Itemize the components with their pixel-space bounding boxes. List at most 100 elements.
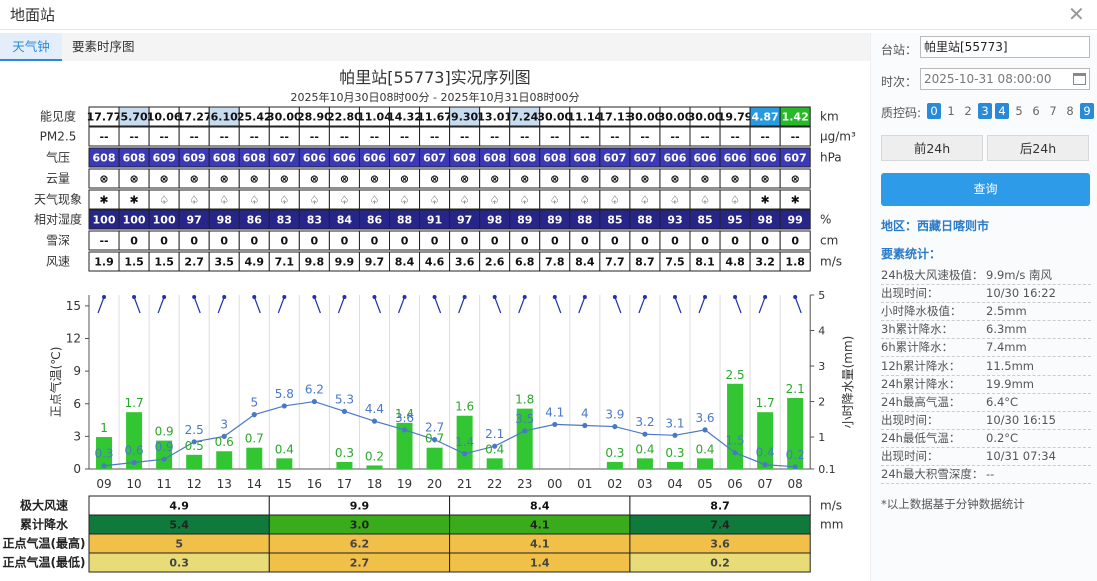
- row-wind: 1.9 1.5 1.5 2.7 3.5 4.9 7.1 9.8 9.9 9.7 8.4 4.6 3.6 2…: [88, 251, 811, 272]
- cell-value-snow: 0: [701, 235, 709, 248]
- precip-label: 0.4: [485, 442, 504, 456]
- chart-subtitle: 2025年10月30日08时00分 - 2025年10月31日08时00分: [290, 91, 580, 104]
- tab-element-series[interactable]: 要素时序图: [72, 39, 135, 54]
- cell-value-wx: ♤: [400, 194, 410, 207]
- tab-weather-clock[interactable]: 天气钟: [0, 33, 62, 61]
- x-tick-label: 18: [367, 477, 382, 491]
- cell-value-wx: ♤: [550, 194, 560, 207]
- cell-value-wx: ♤: [219, 194, 229, 207]
- stat-value: 10/30 16:15: [986, 412, 1056, 427]
- y2-tick-label: 5: [818, 289, 825, 302]
- qc-code-6[interactable]: 6: [1032, 104, 1040, 118]
- station-input[interactable]: 帕里站[55773]: [920, 36, 1090, 58]
- precip-label: 1.7: [756, 396, 775, 410]
- cell-value-vis: 11.14: [567, 111, 602, 124]
- temperature-point: [582, 422, 588, 429]
- cell-value-wind: 2.6: [485, 256, 505, 269]
- close-icon[interactable]: ✕: [1068, 2, 1085, 26]
- cell-value-cloud: ⊗: [99, 173, 108, 186]
- qc-code-8[interactable]: 8: [1066, 104, 1074, 118]
- row-label-rh: 相对湿度: [34, 212, 82, 227]
- stat-row: 6h累计降水： 7.4mm: [881, 339, 1091, 358]
- cell-value-pm25: --: [400, 131, 409, 144]
- cell-value-snow: 0: [130, 235, 138, 248]
- qc-code-5[interactable]: 5: [1015, 104, 1023, 118]
- cell-value-rh: 98: [487, 214, 502, 227]
- qc-code-1[interactable]: 1: [947, 104, 955, 118]
- row-label-wind: 风速: [46, 255, 70, 269]
- calendar-icon[interactable]: [1073, 73, 1086, 85]
- precip-label: 0.5: [185, 439, 204, 453]
- cell-value-cloud: ⊗: [640, 173, 649, 186]
- y-tick-label: 6: [73, 397, 81, 411]
- cell-value-cloud: ⊗: [190, 173, 199, 186]
- cell-value-pm25: --: [731, 131, 740, 144]
- temperature-point: [131, 459, 137, 466]
- summary-unit-max_wind: m/s: [820, 499, 842, 513]
- cell-value-snow: 0: [250, 235, 258, 248]
- cell-value-rh: 99: [788, 214, 803, 227]
- cell-value-pres: 607: [423, 152, 446, 165]
- qc-code-4[interactable]: 4: [995, 103, 1009, 119]
- wind-barb-icon: [157, 295, 167, 314]
- temperature-point: [672, 432, 678, 438]
- qc-code-7[interactable]: 7: [1049, 104, 1057, 118]
- query-button[interactable]: 查询: [881, 173, 1090, 206]
- cell-value-rh: 100: [153, 214, 176, 227]
- x-tick-label: 13: [217, 477, 232, 491]
- x-tick-label: 00: [547, 477, 562, 491]
- cell-value-cloud: ⊗: [400, 173, 409, 186]
- cell-value-snow: 0: [521, 235, 529, 248]
- precip-bar: [606, 461, 623, 469]
- x-tick-label: 01: [577, 477, 592, 491]
- cell-value-snow: 0: [761, 235, 769, 248]
- temperature-label: 4.1: [545, 405, 564, 419]
- stat-value: 19.9mm: [986, 376, 1035, 391]
- precip-label: 0.9: [155, 425, 174, 439]
- cell-value-pres: 609: [183, 152, 206, 165]
- qc-code-0[interactable]: 0: [927, 103, 941, 119]
- cell-value-pres: 608: [483, 152, 506, 165]
- cell-value-pm25: --: [610, 131, 619, 144]
- cell-value-snow: 0: [401, 235, 409, 248]
- x-tick-label: 22: [487, 477, 502, 491]
- region-label: 地区：西藏日喀则市: [881, 219, 990, 233]
- cell-value-vis: 1.42: [782, 111, 809, 124]
- wind-barb-icon: [397, 295, 407, 314]
- cell-value-pres: 608: [513, 152, 536, 165]
- next-24h-button[interactable]: 后24h: [987, 135, 1089, 161]
- prev-24h-button[interactable]: 前24h: [881, 135, 983, 161]
- cell-value-vis: 30.00: [628, 111, 663, 124]
- time-input[interactable]: 2025-10-31 08:00:00: [920, 68, 1090, 90]
- stat-row: 24h极大风速极值： 9.9m/s 南风: [881, 267, 1091, 285]
- qc-code-9[interactable]: 9: [1080, 103, 1094, 119]
- cell-value-snow: 0: [461, 235, 469, 248]
- temperature-label: 0.6: [125, 443, 144, 457]
- cell-value-vis: 22.80: [327, 111, 362, 124]
- precip-bar: [486, 458, 503, 469]
- cell-value-pm25: --: [791, 131, 800, 144]
- temperature-label: 0.3: [94, 447, 113, 461]
- cell-value-rh: 85: [607, 214, 622, 227]
- summary-value-cum_precip: 4.1: [530, 519, 550, 532]
- qc-code-3[interactable]: 3: [978, 103, 992, 119]
- cell-value-cloud: ⊗: [250, 173, 259, 186]
- cell-value-wind: 2.7: [184, 256, 204, 269]
- cell-value-pres: 607: [393, 152, 416, 165]
- cell-value-rh: 83: [307, 214, 322, 227]
- wind-barb-icon: [733, 295, 742, 314]
- qc-code-2[interactable]: 2: [964, 104, 972, 118]
- stat-label: 出现时间：: [881, 286, 939, 301]
- cell-value-pm25: --: [700, 131, 709, 144]
- x-tick-label: 11: [156, 477, 171, 491]
- wind-barb-icon: [793, 295, 802, 314]
- precip-bar: [757, 412, 774, 469]
- temperature-point: [281, 403, 287, 409]
- temperature-point: [612, 423, 618, 430]
- cell-value-wind: 1.8: [785, 256, 805, 269]
- x-tick-label: 15: [277, 477, 292, 491]
- temperature-label: 3: [220, 417, 228, 431]
- stat-label: 出现时间：: [881, 449, 939, 463]
- cell-value-wind: 4.9: [245, 256, 265, 269]
- cell-value-pres: 608: [453, 152, 476, 165]
